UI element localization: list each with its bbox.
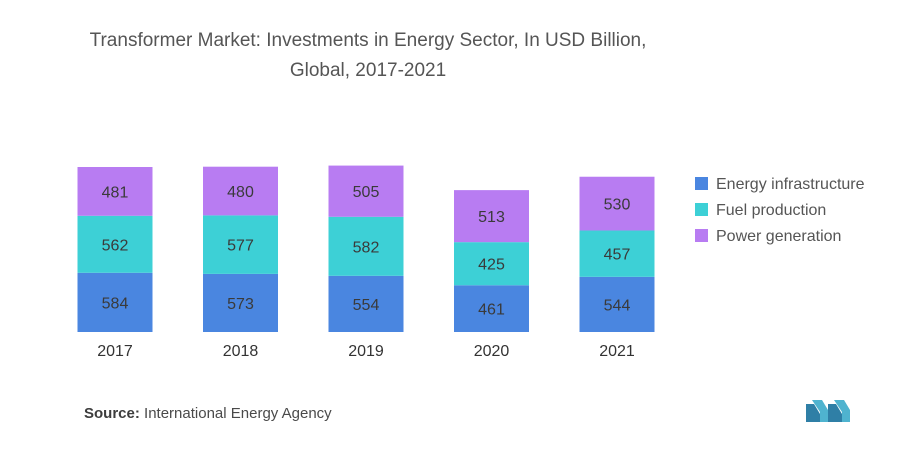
chart-subtitle: Global, 2017-2021 — [289, 60, 447, 81]
x-tick-label-2020: 2020 — [474, 343, 510, 360]
data-label-2018-2: 480 — [227, 184, 254, 201]
bar-segment-2018-2 — [203, 166, 278, 216]
data-label-2017-2: 481 — [102, 184, 129, 201]
mordor-intelligence-logo-icon — [806, 400, 850, 422]
legend-label-1: Fuel production — [716, 202, 826, 219]
data-label-2019-1: 582 — [353, 239, 380, 256]
x-tick-label-2019: 2019 — [348, 343, 384, 360]
data-label-2018-1: 577 — [227, 238, 254, 255]
bar-segment-2020-0 — [454, 285, 529, 332]
legend-swatch-2 — [695, 229, 708, 242]
x-axis-tick-labels: 2017 2018 2019 2020 2021 — [97, 343, 635, 360]
legend-label-2: Power generation — [716, 228, 841, 245]
data-label-2021-2: 530 — [604, 197, 631, 214]
bars-group: 584 562 481 573 577 480 554 582 505 461 425 513 544 4… — [77, 165, 655, 332]
bar-segment-2018-0 — [203, 273, 278, 332]
source-text: International Energy Agency — [144, 405, 332, 422]
bar-segment-2021-1 — [579, 230, 655, 277]
bar-segment-2018-1 — [203, 215, 278, 274]
data-label-2019-0: 554 — [353, 297, 380, 314]
x-tick-label-2017: 2017 — [97, 343, 133, 360]
source-label: Source: — [84, 405, 140, 422]
data-label-2018-0: 573 — [227, 296, 254, 313]
x-tick-label-2021: 2021 — [599, 343, 635, 360]
chart-title: Transformer Market: Investments in Energ… — [0, 26, 736, 86]
legend: Energy infrastructure Fuel production Powe… — [695, 176, 865, 245]
bar-segment-2017-0 — [77, 272, 153, 332]
bar-segment-2021-2 — [579, 176, 655, 231]
legend-swatch-0 — [695, 177, 708, 190]
legend-swatch-1 — [695, 203, 708, 216]
bar-segment-2017-2 — [77, 167, 153, 216]
bar-segment-2019-1 — [328, 216, 404, 276]
bar-segment-2020-2 — [454, 190, 529, 243]
data-label-2017-0: 584 — [102, 295, 129, 312]
data-label-2020-2: 513 — [478, 209, 505, 226]
data-label-2021-0: 544 — [604, 297, 631, 314]
data-label-2019-2: 505 — [353, 184, 380, 201]
data-label-2020-0: 461 — [478, 302, 505, 319]
data-label-2017-1: 562 — [102, 237, 129, 254]
data-label-2021-1: 457 — [604, 247, 631, 264]
bar-segment-2020-1 — [454, 242, 529, 286]
source-note: Source: International Energy Agency — [84, 405, 332, 422]
bar-segment-2019-2 — [328, 165, 404, 217]
x-tick-label-2018: 2018 — [223, 343, 259, 360]
legend-label-0: Energy infrastructure — [716, 176, 865, 193]
data-label-2020-1: 425 — [478, 257, 505, 274]
chart-title-line1: Transformer Market: Investments in Energ… — [89, 30, 647, 51]
bar-segment-2017-1 — [77, 215, 153, 273]
bar-segment-2021-0 — [579, 276, 655, 332]
bar-segment-2019-0 — [328, 275, 404, 332]
